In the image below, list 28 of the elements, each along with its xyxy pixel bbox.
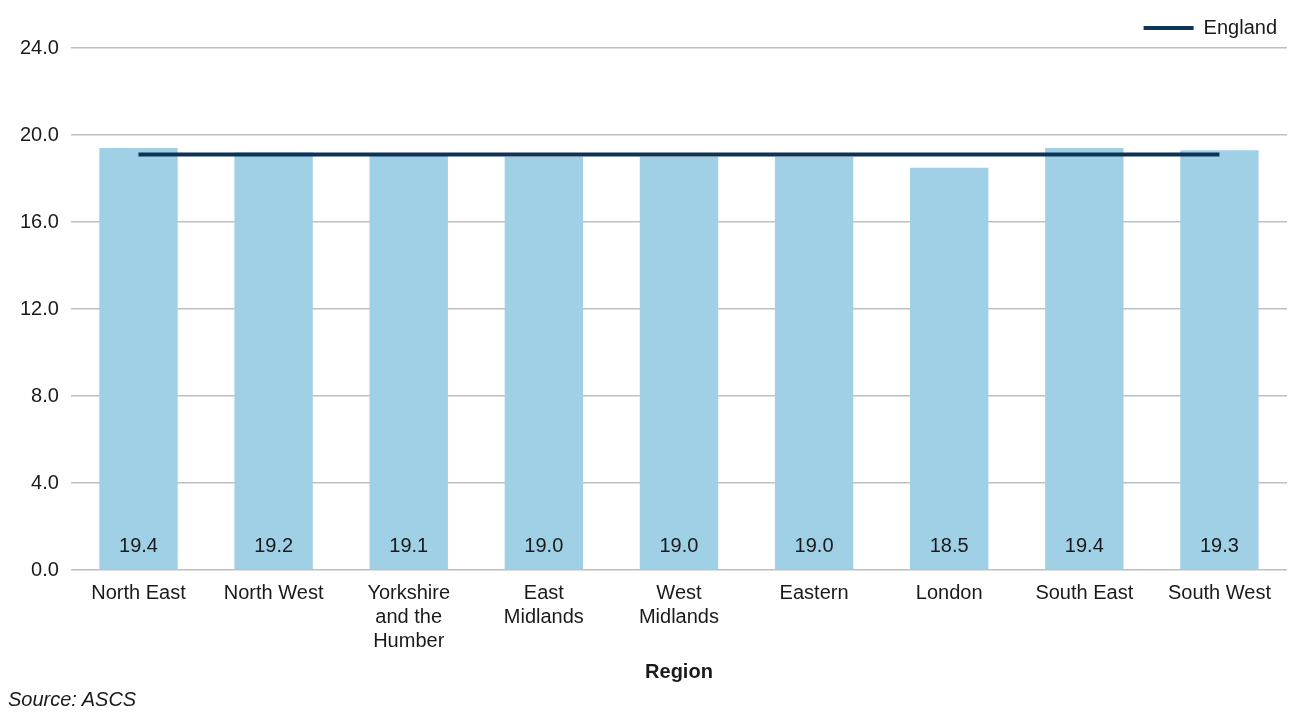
data-label: 19.4 [1064, 533, 1104, 556]
x-tick-label: West Midlands [638, 580, 719, 627]
x-tick-label: North West [223, 580, 324, 603]
y-tick-label: 24.0 [19, 35, 59, 58]
y-tick-label: 4.0 [31, 470, 59, 493]
data-label: 19.0 [794, 533, 834, 556]
data-label: 19.2 [254, 533, 294, 556]
data-label: 19.3 [1199, 533, 1239, 556]
y-tick-label: 8.0 [31, 383, 59, 406]
y-tick-label: 20.0 [19, 122, 59, 145]
data-label: 18.5 [929, 533, 969, 556]
y-tick-label: 12.0 [19, 296, 59, 319]
x-axis-title: Region [645, 659, 713, 682]
x-tick-label: South West [1167, 580, 1272, 603]
data-label: 19.0 [524, 533, 564, 556]
source-note: Source: ASCS [8, 688, 138, 711]
y-tick-label: 16.0 [19, 209, 59, 232]
y-tick-label: 0.0 [31, 557, 59, 580]
x-tick-label: East Midlands [503, 580, 584, 627]
data-label: 19.4 [119, 533, 158, 556]
x-tick-label: South East [1035, 580, 1134, 603]
x-tick-label: North East [91, 580, 187, 603]
data-label: 19.0 [659, 533, 699, 556]
data-label: 19.1 [389, 533, 429, 556]
legend-label: England [1203, 15, 1278, 38]
x-tick-label: Yorkshire and the Humber [367, 580, 451, 651]
x-tick-label: Eastern [779, 580, 849, 603]
x-tick-label: London [915, 580, 983, 603]
